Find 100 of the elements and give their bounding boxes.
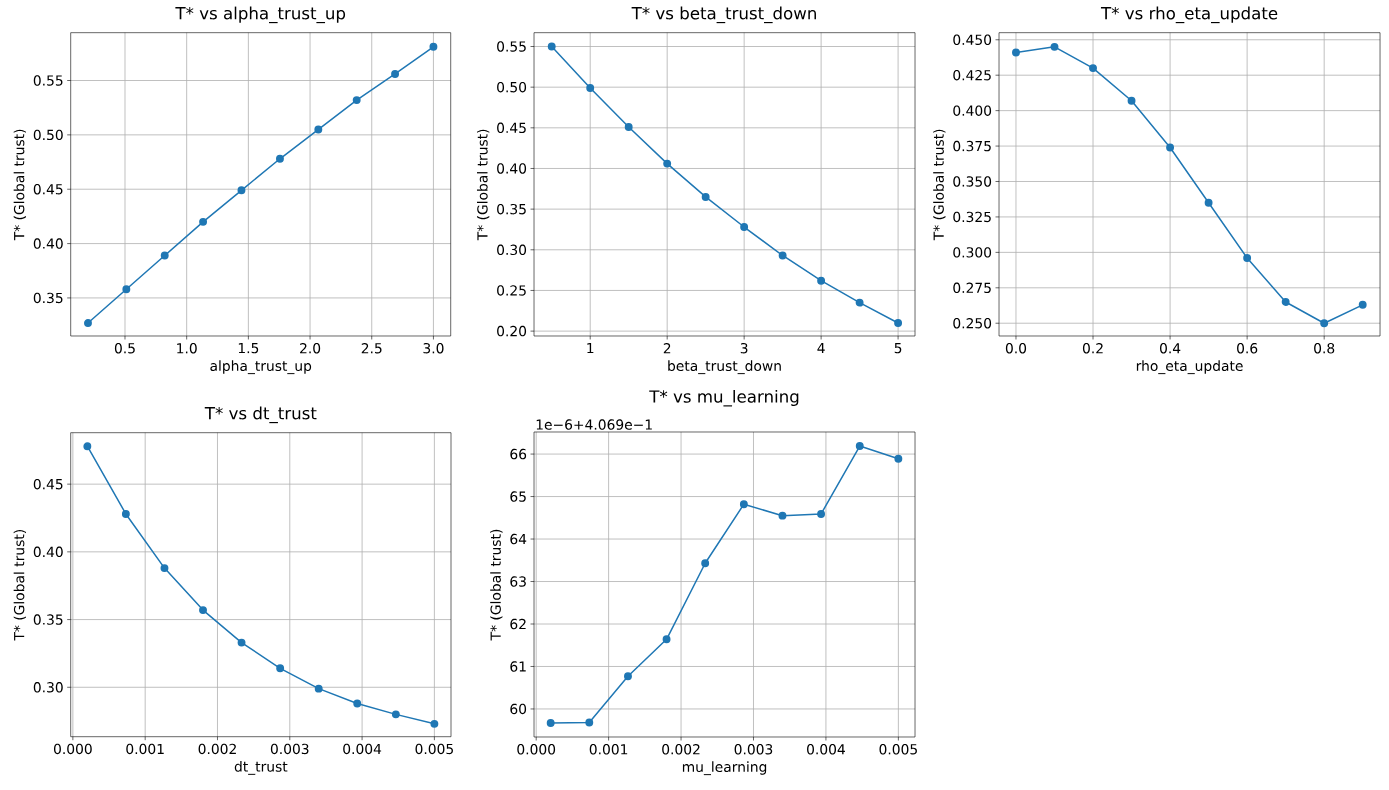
- x-tick-label: 3.0: [423, 343, 444, 354]
- x-axis-title: alpha_trust_up: [210, 360, 312, 375]
- y-tick-label: 63: [510, 576, 526, 587]
- point: [353, 699, 362, 708]
- point: [237, 186, 246, 195]
- x-tick-label: 4: [817, 343, 825, 354]
- point: [1204, 198, 1213, 207]
- y-tick-label: 0.45: [497, 122, 526, 134]
- point: [276, 664, 285, 673]
- y-tick-label: 66: [510, 448, 527, 460]
- point: [585, 718, 594, 727]
- x-tick-label: 0.8: [1314, 343, 1335, 354]
- point: [663, 159, 672, 168]
- x-axis-title: rho_eta_update: [1136, 360, 1243, 375]
- y-tick-label: 0.50: [33, 129, 63, 141]
- x-tick-label: 3: [740, 343, 748, 354]
- y-tick-label: 0.45: [33, 478, 63, 490]
- point: [778, 511, 787, 520]
- point: [352, 96, 361, 105]
- point: [1127, 96, 1136, 105]
- x-tick-label: 0.6: [1237, 343, 1258, 354]
- point: [276, 154, 284, 163]
- y-tick-label: 0.300: [953, 247, 992, 258]
- y-tick-label: 0.40: [497, 163, 527, 174]
- y-tick-label: 64: [510, 533, 527, 545]
- x-tick-label: 0.002: [662, 744, 700, 755]
- text: 1e−6+4.069e−1: [536, 419, 652, 430]
- point: [701, 559, 710, 568]
- point: [740, 223, 749, 231]
- point: [121, 509, 130, 518]
- y-tick-label: 0.50: [497, 81, 527, 93]
- point: [199, 606, 207, 615]
- y-tick-label: 0.450: [953, 34, 992, 46]
- x-tick-label: 1: [587, 343, 594, 354]
- chart-title: T* vs alpha_trust_up: [175, 6, 346, 24]
- y-tick-label: 0.35: [497, 203, 526, 215]
- x-tick-label: 0.0: [1005, 343, 1027, 354]
- y-tick-label: 60: [510, 703, 527, 715]
- y-tick-label: 0.45: [33, 183, 63, 195]
- y-tick-label: 0.325: [953, 211, 991, 223]
- y-tick-label: 62: [510, 618, 526, 630]
- point: [160, 564, 169, 573]
- y-tick-label: 0.40: [33, 238, 63, 249]
- y-tick-label: 65: [510, 491, 526, 502]
- point: [894, 454, 903, 463]
- x-tick-label: 0.000: [53, 743, 92, 755]
- chart-title: T* vs dt_trust: [204, 406, 317, 424]
- y-tick-label: 0.35: [33, 292, 63, 304]
- y-tick-label: 0.400: [953, 105, 992, 116]
- point: [1281, 298, 1290, 306]
- y-axis-title: T* (Global trust): [13, 530, 27, 641]
- y-tick-label: 0.20: [497, 325, 527, 337]
- point: [624, 672, 632, 681]
- y-tick-label: 0.425: [953, 69, 991, 81]
- y-tick-label: 0.25: [497, 285, 526, 296]
- point: [84, 318, 92, 327]
- point: [778, 251, 787, 260]
- point: [855, 298, 864, 307]
- point: [391, 710, 400, 719]
- y-tick-label: 0.40: [33, 546, 63, 558]
- y-axis-title: T* (Global trust): [13, 129, 27, 241]
- point: [662, 635, 671, 644]
- point: [1320, 319, 1329, 328]
- point: [894, 319, 903, 327]
- x-tick-label: 2: [663, 343, 671, 354]
- point: [624, 123, 633, 131]
- point: [1358, 300, 1367, 309]
- point: [1089, 64, 1097, 73]
- x-tick-label: 0.004: [343, 743, 382, 755]
- point: [855, 442, 864, 450]
- point: [314, 125, 323, 134]
- point: [122, 285, 131, 294]
- point: [391, 70, 400, 78]
- point: [1243, 254, 1252, 262]
- y-tick-label: 0.55: [33, 75, 63, 86]
- point: [83, 442, 92, 451]
- point: [817, 510, 826, 518]
- y-tick-label: 0.275: [953, 282, 991, 294]
- y-tick-label: 0.30: [497, 244, 527, 256]
- y-tick-label: 61: [510, 661, 526, 672]
- x-tick-label: 0.002: [198, 743, 236, 755]
- x-axis-title: dt_trust: [234, 761, 288, 775]
- y-tick-label: 0.250: [953, 317, 992, 329]
- x-tick-label: 5: [894, 343, 902, 354]
- point: [817, 276, 826, 285]
- y-tick-label: 0.350: [953, 176, 992, 187]
- point: [586, 84, 595, 92]
- chart-title: T* vs beta_trust_down: [631, 6, 816, 24]
- y-tick-label: 0.30: [33, 682, 63, 693]
- y-tick-label: 0.375: [953, 140, 991, 152]
- x-axis-title: beta_trust_down: [668, 360, 781, 375]
- point: [1012, 48, 1020, 57]
- x-tick-label: 0.005: [415, 743, 453, 755]
- point: [314, 684, 323, 693]
- chart-title: T* vs rho_eta_update: [1100, 6, 1278, 24]
- y-tick-label: 0.35: [33, 614, 63, 625]
- x-tick-label: 1.5: [238, 343, 259, 354]
- x-tick-label: 0.001: [126, 743, 164, 755]
- x-tick-label: 0.5: [114, 343, 135, 354]
- point: [547, 42, 556, 51]
